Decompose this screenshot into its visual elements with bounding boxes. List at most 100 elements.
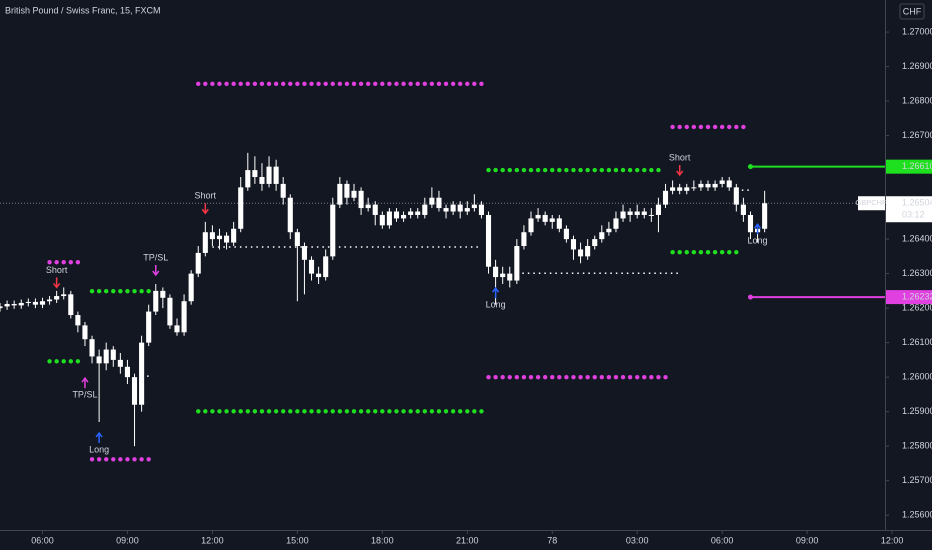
level-price-label: 1.26610: [902, 161, 932, 171]
signal-arrow: [95, 431, 103, 444]
currency-box[interactable]: [899, 3, 925, 20]
level-dot: [125, 457, 130, 462]
level-dot: [273, 81, 279, 87]
level-dot: [656, 374, 661, 380]
level-dot: [118, 457, 123, 462]
level-dot: [125, 289, 130, 294]
level-dot: [380, 409, 385, 414]
candle-body: [386, 211, 392, 226]
level-dot: [571, 374, 576, 380]
level-dot: [210, 409, 215, 414]
candle-body: [585, 246, 591, 257]
level-dot: [387, 81, 392, 87]
level-dot: [698, 124, 704, 130]
level-dot: [514, 167, 520, 173]
level-dot: [387, 409, 392, 414]
level-dot: [96, 457, 102, 462]
level-dot: [542, 167, 548, 173]
level-dot: [75, 260, 81, 265]
level-dot: [528, 374, 534, 380]
candle-body: [89, 339, 95, 357]
level-dot: [132, 289, 137, 294]
level-dot: [344, 409, 350, 414]
candle-body: [592, 239, 598, 247]
candle-body: [634, 211, 640, 215]
level-dot: [705, 250, 711, 255]
candle-body: [677, 187, 683, 191]
level-dot: [578, 167, 583, 173]
candle-body: [181, 301, 187, 333]
signal-label: TP/SL: [143, 252, 168, 262]
level-dot: [550, 374, 555, 380]
level-dot: [521, 167, 527, 173]
candle-body: [273, 166, 279, 184]
level-dot: [245, 409, 250, 414]
level-dot: [111, 289, 116, 294]
candle-body: [188, 273, 194, 302]
candle-body: [216, 235, 223, 240]
level-dot: [479, 81, 484, 87]
level-dot: [266, 81, 272, 87]
signal-arrow: [753, 223, 762, 235]
level-dot: [599, 167, 604, 173]
level-dot: [727, 124, 732, 130]
candle-body: [662, 190, 669, 205]
signal-label: Short: [195, 191, 217, 201]
candle-body: [422, 204, 428, 215]
candle-body: [627, 211, 633, 215]
level-dot: [111, 457, 116, 462]
candle-body: [96, 356, 102, 364]
candle-body: [160, 290, 166, 298]
candle-body: [4, 303, 10, 307]
candle-body: [578, 249, 584, 257]
level-dot: [705, 124, 711, 130]
candle-body: [478, 204, 484, 215]
candle-body: [556, 218, 562, 229]
x-tick-label: 03:00: [626, 535, 649, 545]
level-dot: [429, 409, 435, 414]
candle-body: [570, 239, 577, 250]
level-dot: [747, 164, 753, 170]
chart-title: British Pound / Swiss Franc, 15, FXCM: [5, 5, 161, 15]
candle-body: [47, 299, 53, 302]
level-dot: [684, 124, 689, 130]
level-dot: [535, 167, 541, 173]
symbol-label: GBPCHF: [855, 198, 887, 207]
candle-body: [266, 166, 272, 184]
signal-label: Short: [46, 265, 68, 275]
x-tick-label: 12:00: [881, 535, 904, 545]
level-dot: [337, 81, 343, 87]
candle-body: [606, 228, 612, 233]
level-dot: [535, 374, 541, 380]
candle-body: [351, 190, 357, 198]
level-dot: [344, 81, 350, 87]
x-tick-label: 18:00: [371, 535, 394, 545]
signal-label: Long: [486, 299, 506, 309]
signal-arrow: [201, 203, 209, 215]
candle-body: [287, 197, 293, 233]
y-tick-label: 1.26700: [902, 130, 932, 140]
level-dot: [465, 81, 470, 87]
level-dot: [401, 81, 406, 87]
y-tick-label: 1.26400: [902, 233, 932, 243]
level-dot: [245, 81, 250, 87]
level-dot: [741, 124, 746, 130]
candle-body: [139, 342, 145, 405]
candle-body: [457, 204, 463, 212]
level-dot: [458, 409, 463, 414]
currency[interactable]: CHF: [903, 6, 922, 16]
candle-body: [280, 183, 286, 198]
level-dot: [330, 81, 335, 87]
level-dot: [231, 409, 236, 414]
level-dot: [507, 374, 512, 380]
candle-body: [174, 325, 180, 333]
level-dot: [394, 81, 399, 87]
candle-body: [167, 297, 173, 326]
level-dot: [47, 359, 52, 364]
candle-body: [82, 325, 88, 340]
y-tick-label: 1.26300: [902, 268, 932, 278]
level-dot: [422, 81, 427, 87]
level-dot: [656, 167, 661, 173]
candle-body: [117, 359, 123, 367]
level-price-label: 1.26232: [902, 291, 932, 301]
